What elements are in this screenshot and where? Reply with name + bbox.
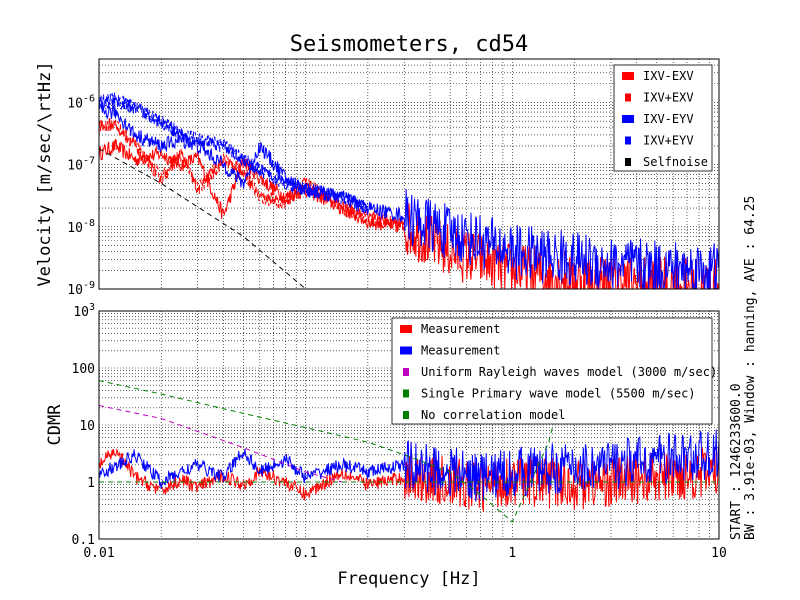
legend-label: IXV+EXV xyxy=(643,91,694,105)
velocity-panel: 10-9 10-8 10-7 10-6 Seismometers, cd54 Velo… xyxy=(35,32,720,298)
legend-label: IXV-EXV xyxy=(643,69,694,83)
legend-label: No correlation model xyxy=(421,408,566,422)
legend-label: Selfnoise xyxy=(643,155,708,169)
chart-title: Seismometers, cd54 xyxy=(290,32,528,57)
legend-swatch xyxy=(403,368,409,376)
x-tick-label: 10 xyxy=(711,546,727,561)
start-time-info: START : 1246233600.0 xyxy=(729,383,744,540)
series-line-ixv-exv xyxy=(99,118,405,232)
legend-box xyxy=(391,317,713,425)
legend-label: Measurement xyxy=(421,322,500,336)
legend-swatch xyxy=(622,72,634,80)
cdmr-y-axis-label: CDMR xyxy=(45,404,65,446)
legend-swatch xyxy=(400,325,412,333)
legend-label: IXV+EYV xyxy=(643,134,694,148)
legend-swatch xyxy=(622,115,634,123)
velocity-y-axis-label: Velocity [m/sec/\rtHz] xyxy=(35,61,55,286)
legend-swatch xyxy=(625,158,631,166)
legend-swatch xyxy=(403,389,409,398)
y-tick-label: 0.1 xyxy=(72,533,95,548)
legend-swatch xyxy=(400,346,412,355)
cdmr-y-tick-labels: 0.1 1 10 100 103 xyxy=(72,302,95,548)
cdmr-series xyxy=(99,340,719,523)
velocity-legend: IXV-EXV IXV+EXV IXV-EYV IXV+EYV Selfnoise xyxy=(613,64,713,172)
x-tick-label: 1 xyxy=(508,546,516,561)
y-tick-label: 10-6 xyxy=(67,93,95,111)
y-tick-label: 1 xyxy=(87,476,95,491)
cdmr-legend: Measurement Measurement Uniform Rayleigh w… xyxy=(391,317,717,425)
y-tick-label: 10-8 xyxy=(67,218,95,236)
y-tick-label: 100 xyxy=(72,362,95,377)
series-line-ixv-exv xyxy=(99,138,719,289)
series-line-measurement xyxy=(99,429,719,502)
x-axis-label: Frequency [Hz] xyxy=(337,569,480,589)
y-tick-label: 10-9 xyxy=(67,280,95,298)
series-line-single-primary-wave-model-5500-m-sec- xyxy=(99,340,575,523)
legend-label: Single Primary wave model (5500 m/sec) xyxy=(421,387,696,401)
bandwidth-window-info: BW : 3.91e-03, Window : hanning, AVE : 6… xyxy=(743,196,758,540)
cdmr-plot-border xyxy=(98,310,720,540)
y-tick-label: 103 xyxy=(73,302,95,320)
legend-label: IXV-EYV xyxy=(643,112,694,126)
legend-swatch xyxy=(625,136,631,145)
legend-swatch xyxy=(403,411,409,419)
legend-label: Measurement xyxy=(421,344,500,358)
series-line-selfnoise xyxy=(99,148,307,289)
series-line-ixv-eyv xyxy=(99,92,369,214)
y-tick-label: 10-7 xyxy=(67,156,95,174)
velocity-series xyxy=(99,92,719,289)
x-tick-label: 0.01 xyxy=(83,546,114,561)
velocity-plot-border xyxy=(98,58,720,290)
x-tick-labels: 0.01 0.1 1 10 xyxy=(83,546,726,561)
x-tick-label: 0.1 xyxy=(294,546,317,561)
y-tick-label: 10 xyxy=(79,419,95,434)
velocity-y-tick-labels: 10-9 10-8 10-7 10-6 xyxy=(67,93,95,298)
legend-swatch xyxy=(625,93,631,102)
legend-label: Uniform Rayleigh waves model (3000 m/sec… xyxy=(421,365,717,379)
